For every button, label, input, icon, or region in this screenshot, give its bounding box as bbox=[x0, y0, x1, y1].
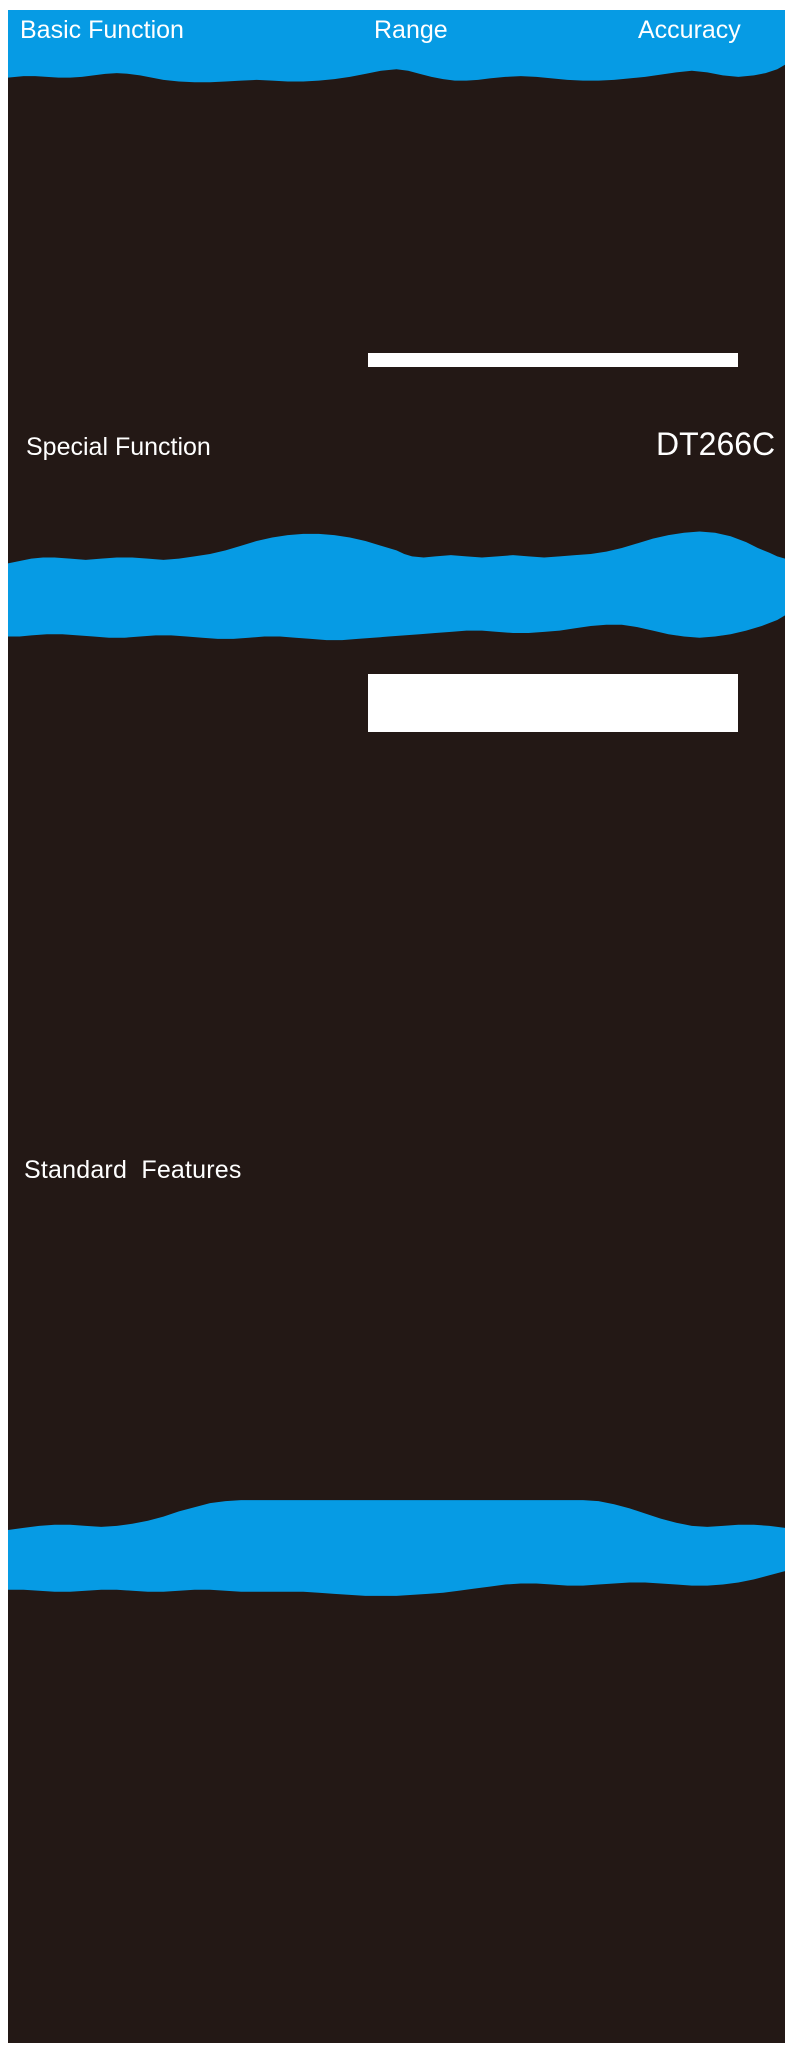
blank-box-large bbox=[368, 674, 738, 732]
column-header-accuracy: Accuracy bbox=[638, 16, 741, 44]
blank-bar-thin bbox=[368, 353, 738, 367]
standard-features-label: Standard Features bbox=[24, 1156, 242, 1184]
model-number-label: DT266C bbox=[656, 426, 776, 462]
column-header-basic-function: Basic Function bbox=[20, 16, 184, 44]
document-body: Special Function DT266C Standard Feature… bbox=[8, 10, 785, 2043]
special-function-label: Special Function bbox=[26, 433, 211, 461]
column-header-range: Range bbox=[374, 16, 448, 44]
